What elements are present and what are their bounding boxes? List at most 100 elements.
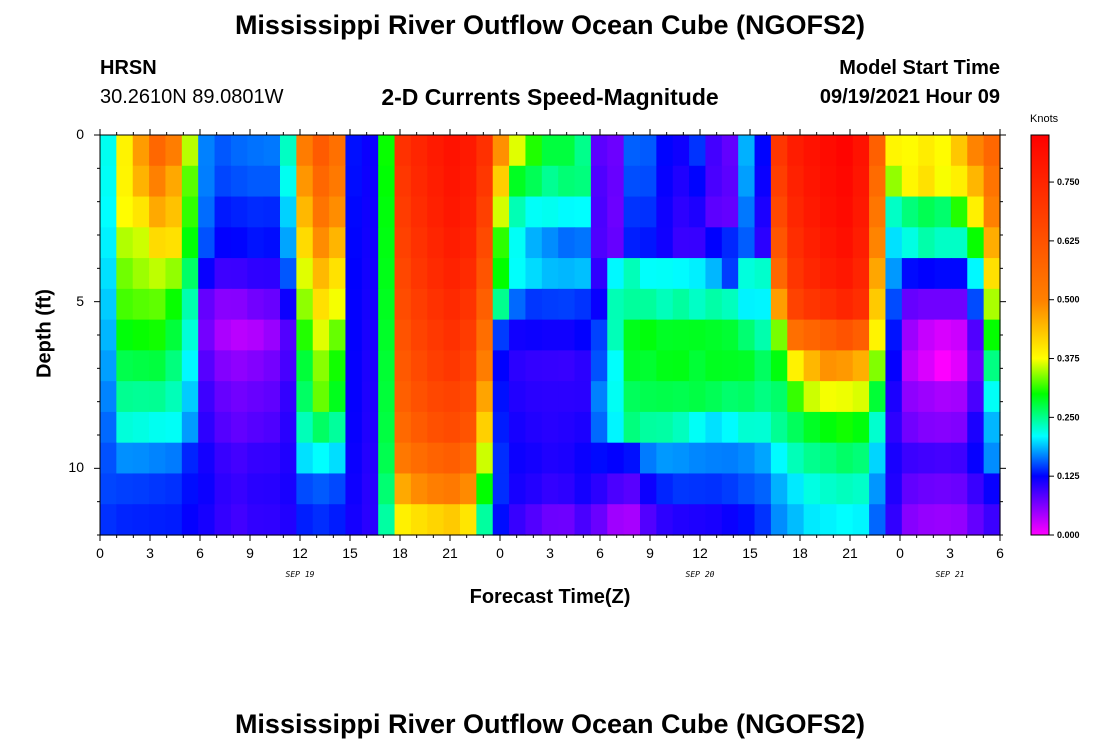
heatmap-cell bbox=[590, 411, 608, 444]
x-tick-label: 18 bbox=[392, 545, 408, 561]
x-tick-label: 0 bbox=[896, 545, 904, 561]
heatmap-cell bbox=[296, 319, 314, 351]
heatmap-cell bbox=[672, 165, 690, 198]
heatmap-cell bbox=[296, 473, 314, 505]
heatmap-cell bbox=[983, 227, 1001, 259]
heatmap-cell bbox=[983, 319, 1001, 351]
heatmap-cell bbox=[885, 350, 903, 382]
heatmap-cell bbox=[230, 350, 248, 382]
heatmap-cell bbox=[983, 473, 1001, 505]
colorbar-unit: Knots bbox=[1030, 113, 1059, 125]
heatmap-cell bbox=[885, 504, 903, 536]
heatmap-cell bbox=[885, 135, 903, 167]
heatmap-cell bbox=[852, 227, 870, 259]
heatmap-cell bbox=[361, 473, 379, 505]
heatmap-cell bbox=[836, 350, 854, 382]
heatmap-cell bbox=[656, 227, 674, 259]
heatmap-cell bbox=[181, 135, 199, 167]
heatmap-cell bbox=[296, 258, 314, 290]
date-label: SEP 20 bbox=[685, 570, 715, 579]
heatmap-cell bbox=[672, 473, 690, 505]
heatmap-cell bbox=[476, 165, 494, 198]
heatmap-cell bbox=[852, 258, 870, 290]
heatmap-cell bbox=[820, 473, 837, 505]
heatmap-cell bbox=[885, 381, 903, 413]
heatmap-cell bbox=[950, 258, 968, 290]
heatmap-cell bbox=[329, 319, 347, 351]
station-coordinates: 30.2610N 89.0801W bbox=[100, 86, 284, 108]
heatmap-cell bbox=[623, 350, 641, 382]
heatmap-cell bbox=[460, 227, 477, 259]
heatmap-cell bbox=[443, 350, 461, 382]
heatmap-cell bbox=[443, 411, 461, 444]
heatmap-cell bbox=[983, 135, 1001, 167]
heatmap-cell bbox=[738, 411, 756, 444]
heatmap-cell bbox=[574, 227, 592, 259]
heatmap-cell bbox=[950, 196, 968, 228]
heatmap-cell bbox=[869, 411, 887, 444]
heatmap-cell bbox=[983, 165, 1001, 198]
heatmap-cell bbox=[705, 165, 723, 198]
heatmap-cell bbox=[378, 135, 396, 167]
heatmap-cell bbox=[476, 135, 494, 167]
colorbar-tick-label: 0.000 bbox=[1057, 530, 1080, 540]
heatmap-cell bbox=[836, 504, 854, 536]
colorbar-gradient bbox=[1030, 134, 1050, 536]
heatmap-cell bbox=[460, 319, 477, 351]
heatmap-cell bbox=[770, 165, 788, 198]
heatmap-cell bbox=[623, 473, 641, 505]
heatmap-cell bbox=[165, 319, 183, 351]
heatmap-cell bbox=[214, 165, 232, 198]
heatmap-cell bbox=[345, 473, 363, 505]
heatmap-cell bbox=[116, 288, 134, 321]
heatmap-cell bbox=[100, 258, 117, 290]
heatmap-cell bbox=[460, 381, 477, 413]
heatmap-cell bbox=[476, 319, 494, 351]
heatmap-cell bbox=[149, 442, 167, 475]
heatmap-cell bbox=[427, 504, 445, 536]
heatmap-cell bbox=[836, 165, 854, 198]
x-tick-label: 6 bbox=[596, 545, 604, 561]
heatmap-cell bbox=[476, 196, 494, 228]
heatmap-cell bbox=[476, 504, 494, 536]
heatmap-cell bbox=[394, 258, 412, 290]
heatmap-cell bbox=[410, 381, 428, 413]
heatmap-cell bbox=[558, 473, 576, 505]
heatmap-cell bbox=[280, 135, 297, 167]
heatmap-cell bbox=[361, 319, 379, 351]
heatmap-cell bbox=[296, 442, 314, 475]
heatmap-cell bbox=[836, 442, 854, 475]
heatmap-cell bbox=[738, 319, 756, 351]
heatmap-cell bbox=[656, 135, 674, 167]
heatmap-cell bbox=[149, 196, 167, 228]
heatmap-cell bbox=[590, 381, 608, 413]
x-tick-label: 12 bbox=[292, 545, 308, 561]
heatmap-cell bbox=[983, 258, 1001, 290]
heatmap-cell bbox=[378, 258, 396, 290]
heatmap-cell bbox=[378, 442, 396, 475]
heatmap-cell bbox=[656, 504, 674, 536]
heatmap-cell bbox=[836, 288, 854, 321]
heatmap-cell bbox=[623, 227, 641, 259]
heatmap-cell bbox=[509, 319, 527, 351]
heatmap-cell bbox=[885, 196, 903, 228]
heatmap-cell bbox=[492, 411, 510, 444]
heatmap-cell bbox=[738, 135, 756, 167]
heatmap-cell bbox=[787, 135, 805, 167]
heatmap-cell bbox=[705, 411, 723, 444]
heatmap-cell bbox=[280, 196, 297, 228]
x-tick-label: 15 bbox=[742, 545, 758, 561]
heatmap-cell bbox=[214, 227, 232, 259]
heatmap-cell bbox=[443, 165, 461, 198]
heatmap-cell bbox=[329, 227, 347, 259]
heatmap-cell bbox=[820, 350, 837, 382]
heatmap-cell bbox=[132, 135, 150, 167]
heatmap-cell bbox=[607, 411, 625, 444]
heatmap-cell bbox=[705, 227, 723, 259]
heatmap-cell bbox=[787, 411, 805, 444]
heatmap-cell bbox=[623, 288, 641, 321]
heatmap-cell bbox=[312, 319, 330, 351]
heatmap-cell bbox=[950, 135, 968, 167]
heatmap-cell bbox=[345, 288, 363, 321]
heatmap-cell bbox=[787, 319, 805, 351]
